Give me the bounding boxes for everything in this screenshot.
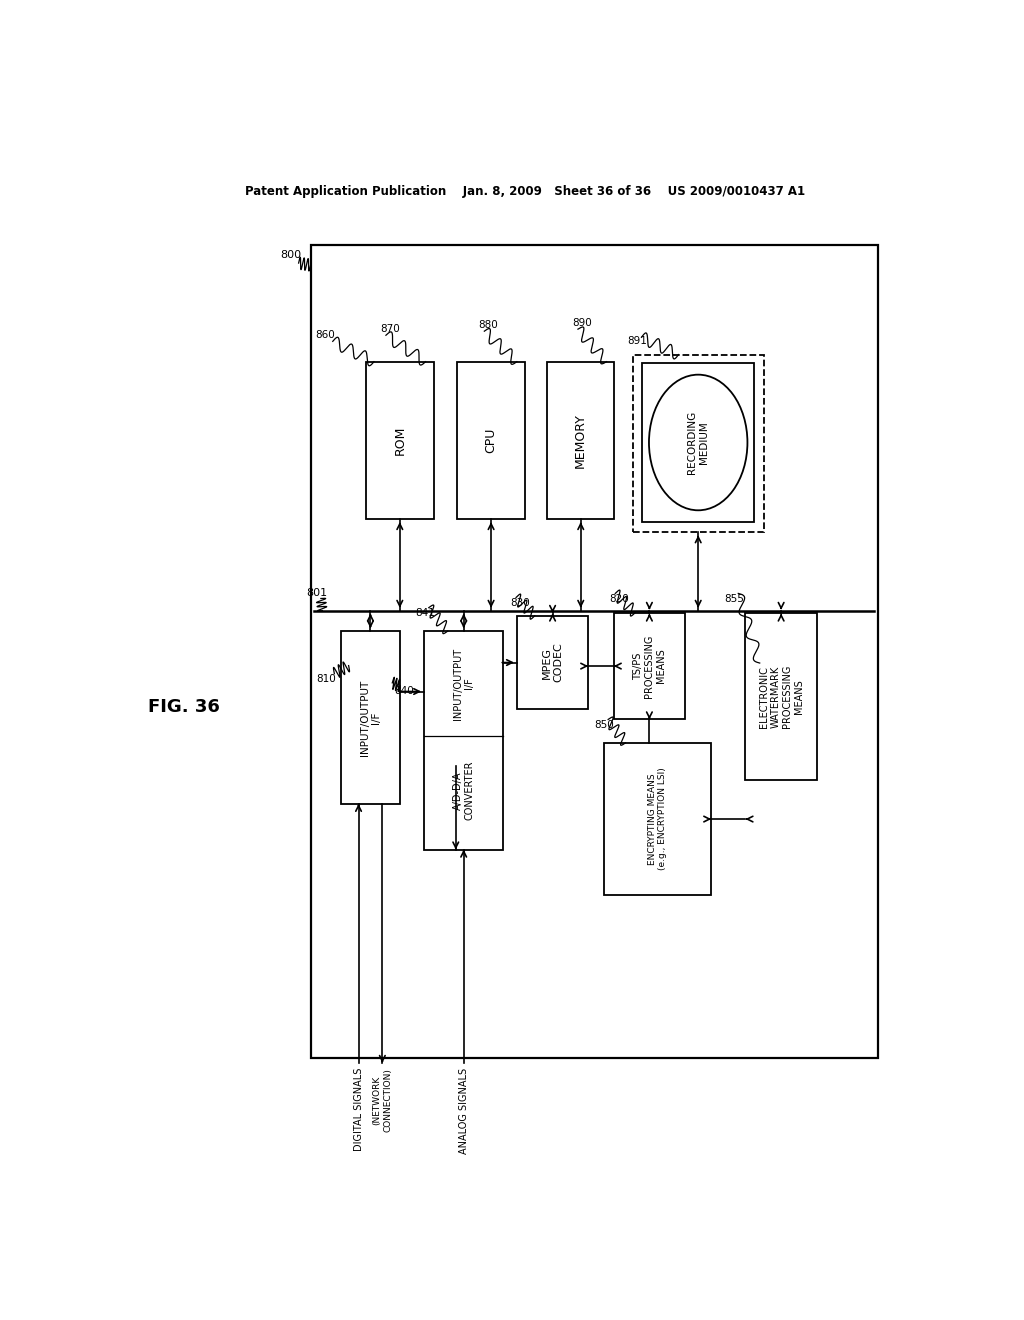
- Text: A/D-D/A
CONVERTER: A/D-D/A CONVERTER: [453, 760, 474, 820]
- Text: 810: 810: [316, 673, 336, 684]
- Text: CPU: CPU: [484, 428, 498, 453]
- Text: MEMORY: MEMORY: [574, 413, 587, 467]
- Text: 860: 860: [315, 330, 335, 341]
- Text: MPEG
CODEC: MPEG CODEC: [542, 643, 563, 682]
- Text: TS/PS
PROCESSING
MEANS: TS/PS PROCESSING MEANS: [633, 635, 666, 698]
- Text: INPUT/OUTPUT
I/F: INPUT/OUTPUT I/F: [359, 680, 381, 755]
- Text: 841: 841: [415, 607, 435, 618]
- Bar: [310, 244, 878, 1057]
- Text: ENCRYPTING MEANS
(e.g., ENCRYPTION LSI): ENCRYPTING MEANS (e.g., ENCRYPTION LSI): [648, 768, 668, 870]
- Text: 820: 820: [609, 594, 629, 603]
- Bar: [613, 612, 685, 719]
- Bar: [424, 631, 504, 850]
- Bar: [458, 362, 524, 519]
- Bar: [633, 355, 764, 532]
- Text: 890: 890: [572, 318, 592, 329]
- Text: ROM: ROM: [393, 426, 407, 455]
- Text: 870: 870: [380, 325, 399, 334]
- Text: 850: 850: [594, 719, 614, 730]
- Text: 801: 801: [306, 589, 328, 598]
- Text: ANALOG SIGNALS: ANALOG SIGNALS: [459, 1068, 469, 1154]
- Bar: [341, 631, 400, 804]
- Text: 840: 840: [394, 686, 414, 696]
- Bar: [745, 612, 817, 780]
- Text: 855: 855: [724, 594, 744, 603]
- Text: Patent Application Publication    Jan. 8, 2009   Sheet 36 of 36    US 2009/00104: Patent Application Publication Jan. 8, 2…: [245, 185, 805, 198]
- Text: 880: 880: [478, 319, 498, 330]
- Text: DIGITAL SIGNALS: DIGITAL SIGNALS: [353, 1068, 364, 1151]
- Text: ELECTRONIC
WATERMARK
PROCESSING
MEANS: ELECTRONIC WATERMARK PROCESSING MEANS: [759, 665, 804, 729]
- Text: 891: 891: [628, 337, 647, 346]
- Text: RECORDING
MEDIUM: RECORDING MEDIUM: [687, 411, 709, 474]
- Text: FIG. 36: FIG. 36: [147, 698, 219, 717]
- Text: 800: 800: [281, 249, 301, 260]
- Ellipse shape: [649, 375, 748, 511]
- Bar: [367, 362, 433, 519]
- Bar: [642, 363, 754, 523]
- Bar: [604, 743, 712, 895]
- Text: (NETWORK
CONNECTION): (NETWORK CONNECTION): [373, 1068, 392, 1133]
- Text: INPUT/OUTPUT
I/F: INPUT/OUTPUT I/F: [453, 647, 474, 719]
- Bar: [547, 362, 614, 519]
- Bar: [517, 615, 588, 709]
- Text: 830: 830: [510, 598, 529, 607]
